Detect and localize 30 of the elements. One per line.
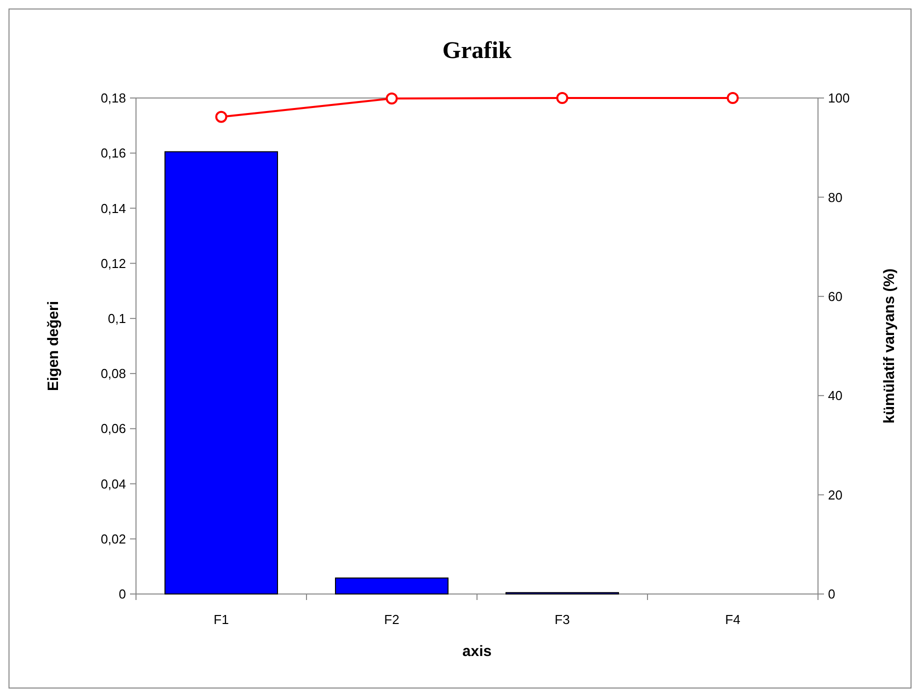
y-tick-label: 0,14: [100, 200, 126, 216]
x-tick-label: F4: [725, 612, 740, 627]
y-tick-label: 0,08: [100, 366, 126, 382]
y2-tick-label: 0: [828, 586, 836, 602]
x-tick-label: F3: [554, 612, 570, 627]
point: [386, 92, 398, 104]
x-axis-title: axis: [462, 643, 492, 660]
y-tick-label: 0,06: [100, 421, 126, 436]
y2-axis-title: kümülatif varyans (%): [881, 268, 898, 424]
x-tick-label: F2: [384, 612, 400, 627]
point: [726, 92, 739, 104]
y2-tick-label: 40: [828, 388, 842, 404]
y-tick-label: 0,02: [100, 531, 126, 546]
point: [215, 110, 228, 123]
bar: [334, 578, 449, 594]
y-tick-label: 0: [118, 586, 126, 602]
y-tick-label: 0,12: [100, 256, 126, 271]
chart-title: Grafik: [442, 38, 512, 64]
point: [556, 92, 568, 104]
y2-tick-label: 80: [828, 190, 842, 205]
y2-tick-label: 100: [828, 90, 850, 106]
y-axis-title: Eigen değeri: [45, 300, 62, 392]
y-tick-label: 0,04: [100, 476, 126, 492]
bar: [164, 151, 278, 594]
y-tick-label: 0,16: [100, 146, 126, 161]
y-tick-label: 0,18: [100, 90, 126, 106]
y-tick-label: 0,1: [108, 310, 126, 326]
y2-tick-label: 20: [828, 487, 842, 502]
y2-tick-label: 60: [828, 288, 842, 304]
x-tick-label: F1: [214, 612, 229, 627]
